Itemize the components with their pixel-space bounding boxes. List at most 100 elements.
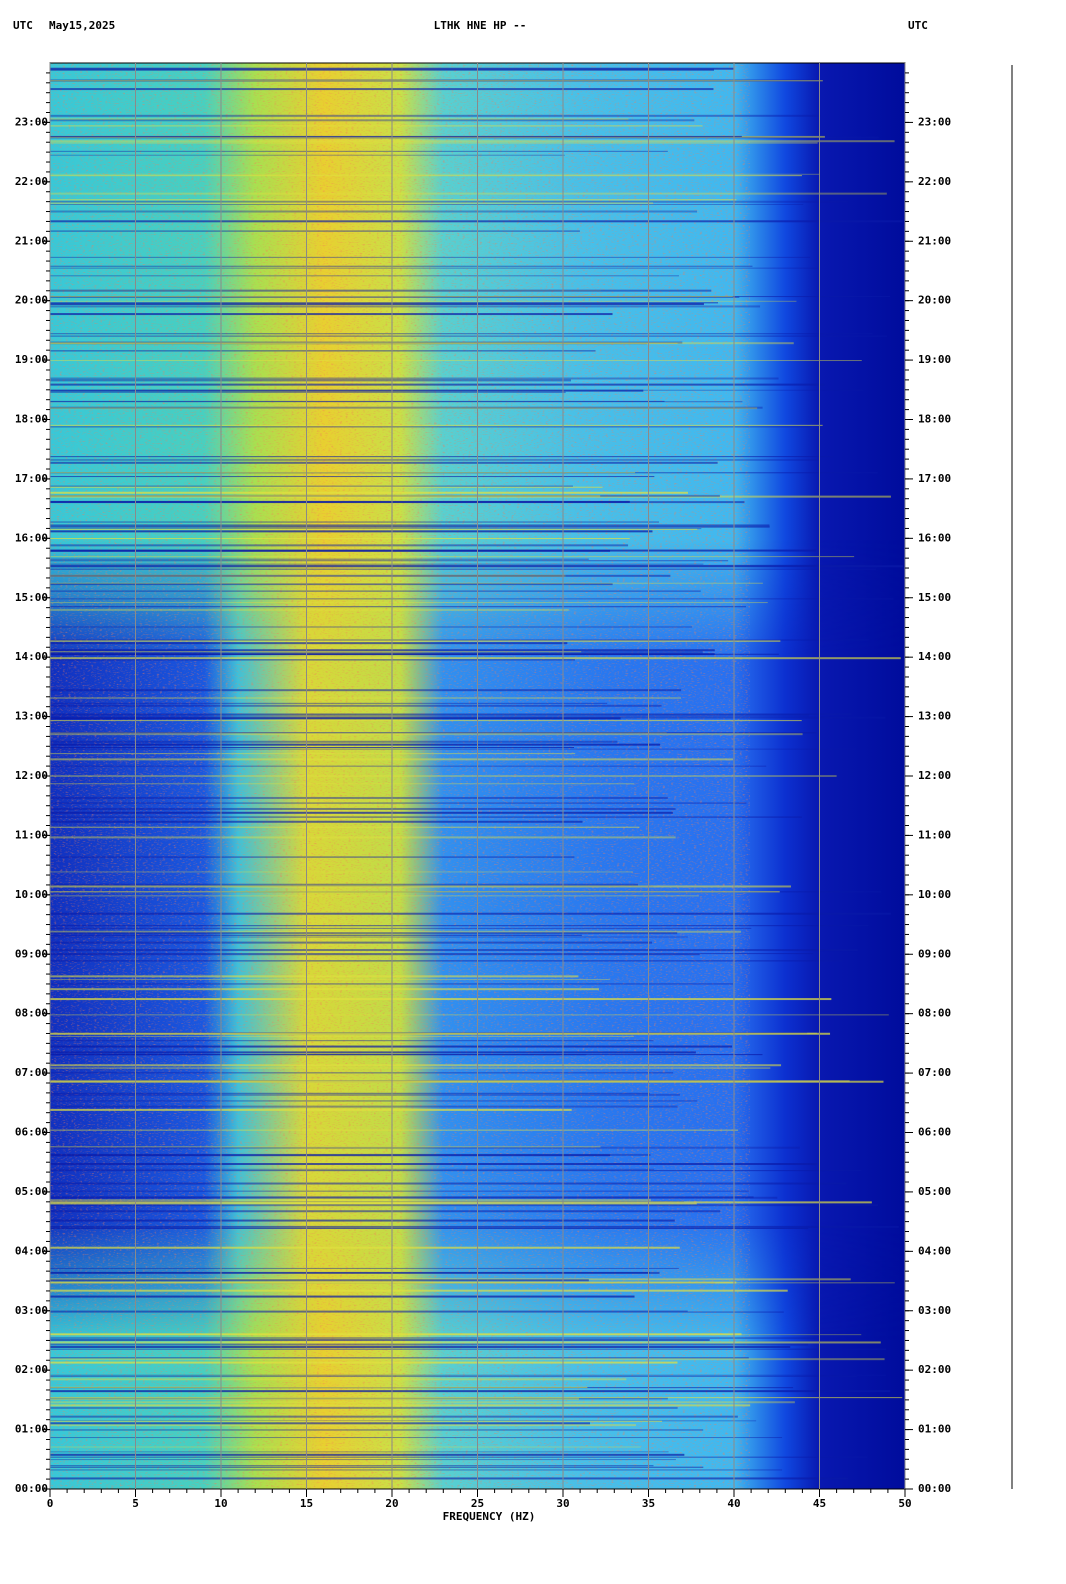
noise-stripe [50,820,583,823]
y-tick-label: 04:00 [15,1244,48,1257]
noise-stripe [50,342,678,344]
y-tick-label: 14:00 [15,650,48,663]
x-tick-label: 5 [132,1497,139,1510]
noise-stripe [50,142,818,144]
noise-stripe [50,1279,589,1282]
noise-stripe [50,1406,678,1409]
noise-stripe [50,1357,749,1359]
noise-stripe [50,125,703,127]
noise-stripe [50,400,665,402]
y-tick-label: 22:00 [15,175,48,188]
noise-stripe [50,1093,681,1096]
noise-stripe [50,1281,737,1284]
y-tick-label-right: 09:00 [918,947,951,960]
x-tick-label: 45 [813,1497,826,1510]
noise-stripe [50,1289,788,1292]
y-tick-label-right: 03:00 [918,1304,951,1317]
y-tick-label-right: 21:00 [918,234,951,247]
noise-stripe [50,1429,704,1431]
noise-stripe [50,720,802,722]
noise-stripe [50,590,701,592]
noise-stripe [50,379,571,382]
y-tick-label: 05:00 [15,1185,48,1198]
noise-stripe [50,538,630,540]
noise-stripe [50,210,698,213]
noise-stripe [50,389,864,391]
noise-stripe [50,68,714,71]
noise-stripe [50,1451,669,1453]
noise-stripe [50,1225,899,1228]
noise-stripe [50,583,613,586]
noise-stripe [50,639,869,641]
noise-stripe [50,524,770,526]
noise-stripe [50,1201,872,1204]
noise-stripe [50,296,740,298]
noise-stripe [50,1219,675,1222]
y-tick-label: 18:00 [15,413,48,426]
date: May15,2025 [49,19,115,32]
noise-stripe [50,360,862,362]
noise-stripe [50,713,852,715]
y-tick-label-right: 16:00 [918,531,951,544]
noise-stripe [50,704,662,707]
noise-stripe [50,267,819,269]
noise-stripe [50,934,582,936]
noise-stripe [50,275,679,277]
noise-stripe [50,256,811,258]
noise-stripe [50,1014,889,1016]
noise-stripe [50,796,668,799]
y-tick-label: 23:00 [15,115,48,128]
noise-stripe [50,407,758,410]
y-tick-label-right: 11:00 [918,828,951,841]
noise-stripe [50,697,681,699]
noise-stripe [50,1202,697,1205]
y-tick-label-right: 05:00 [918,1185,951,1198]
noise-stripe [50,651,582,653]
x-tick-label: 20 [385,1497,398,1510]
noise-stripe [50,1375,857,1377]
y-tick-label: 08:00 [15,1007,48,1020]
x-tick-label: 15 [300,1497,313,1510]
y-tick-label: 09:00 [15,947,48,960]
noise-stripe [50,495,601,498]
y-tick-label-right: 06:00 [918,1126,951,1139]
noise-stripe [50,932,678,935]
noise-stripe [50,925,869,927]
noise-stripe [50,1182,847,1185]
noise-stripe [50,303,704,306]
noise-stripe [50,530,653,533]
noise-stripe [50,300,797,302]
noise-stripe [50,885,791,888]
noise-stripe [50,1105,678,1108]
noise-stripe [50,1295,635,1298]
y-tick-label: 16:00 [15,531,48,544]
noise-stripe [50,1465,654,1467]
noise-stripe [50,1067,771,1069]
noise-stripe [50,941,653,944]
noise-stripe [50,544,629,547]
noise-stripe [50,606,746,608]
y-tick-label: 00:00 [15,1482,48,1495]
noise-stripe [50,333,873,335]
noise-stripe [50,1267,679,1269]
noise-stripe [50,574,671,577]
y-tick-label-right: 19:00 [918,353,951,366]
noise-stripe [50,1437,783,1439]
noise-stripe [50,626,693,628]
noise-stripe [50,1272,650,1274]
noise-stripe [50,1333,742,1336]
noise-stripe [50,1199,651,1202]
x-tick-label: 10 [214,1497,227,1510]
y-tick-label-right: 15:00 [918,591,951,604]
noise-stripe [50,954,700,956]
noise-stripe [50,406,763,409]
noise-stripe [50,1374,886,1376]
noise-stripe [50,714,810,717]
timezone-right: UTC [908,19,928,32]
noise-stripe [50,389,644,392]
noise-stripe [50,568,876,570]
y-tick-label: 19:00 [15,353,48,366]
noise-stripe [50,80,823,82]
x-tick-label: 50 [898,1497,911,1510]
